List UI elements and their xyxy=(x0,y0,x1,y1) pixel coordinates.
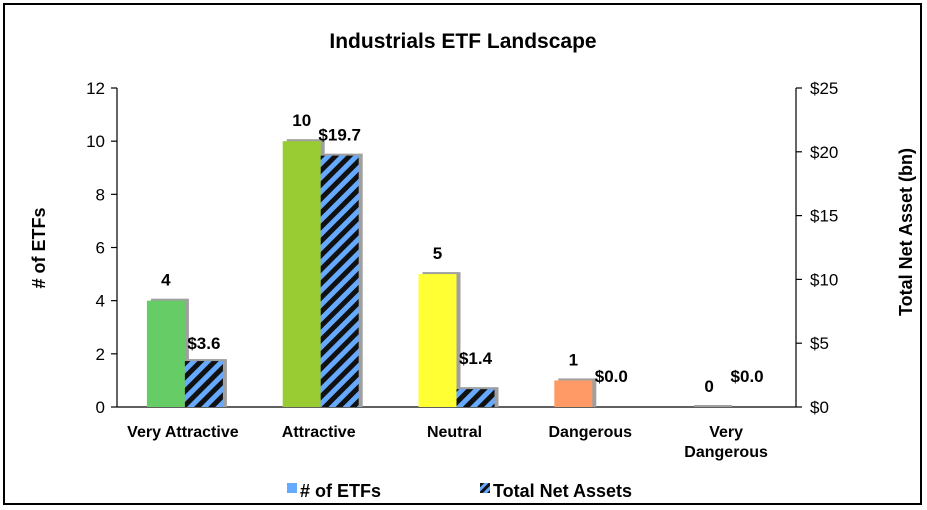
y-tick-label: 4 xyxy=(96,292,105,311)
bar-etf-count xyxy=(146,300,185,407)
y2-tick-label: $25 xyxy=(810,79,838,98)
bar-net-assets xyxy=(184,361,223,407)
bars-group: 4 $3.6 10 $19.7 5 $1.4 1 $0.0 0 $0.0 xyxy=(146,111,764,407)
y-axis-title: # of ETFs xyxy=(29,207,49,288)
y-tick-label: 0 xyxy=(96,398,105,417)
y-tick-label: 8 xyxy=(96,185,105,204)
category-label: Neutral xyxy=(427,424,482,441)
legend: # of ETFs Total Net Assets xyxy=(287,481,632,501)
data-label-net-assets: $19.7 xyxy=(318,126,361,145)
data-label-etf-count: 5 xyxy=(433,244,442,263)
legend-swatch-etfs xyxy=(287,483,297,493)
category-label: Attractive xyxy=(282,424,356,441)
chart-frame xyxy=(3,3,922,505)
bar-shadow xyxy=(694,405,733,407)
bar-net-assets xyxy=(456,389,495,407)
y-tick-label: 6 xyxy=(96,239,105,258)
data-label-net-assets: $3.6 xyxy=(187,334,220,353)
category-label: Very Attractive xyxy=(127,424,239,441)
bar-etf-count xyxy=(418,274,457,407)
y2-tick-label: $15 xyxy=(810,207,838,226)
bar-etf-count xyxy=(554,380,593,407)
bar-etf-count xyxy=(282,141,321,407)
legend-label-assets: Total Net Assets xyxy=(493,481,632,501)
chart-title: Industrials ETF Landscape xyxy=(329,30,596,53)
y2-tick-label: $5 xyxy=(810,334,829,353)
y-tick-label: 10 xyxy=(86,132,105,151)
category-label: Dangerous xyxy=(549,424,633,441)
y-tick-label: 12 xyxy=(86,79,105,98)
bar-net-assets xyxy=(320,155,359,407)
y2-axis-title: Total Net Asset (bn) xyxy=(896,148,916,316)
legend-swatch-assets xyxy=(480,483,490,493)
legend-label-etfs: # of ETFs xyxy=(300,481,381,501)
y2-tick-label: $20 xyxy=(810,143,838,162)
data-label-net-assets: $0.0 xyxy=(595,367,628,386)
category-label: Dangerous xyxy=(684,444,768,461)
category-label: Very xyxy=(709,424,743,441)
data-label-etf-count: 10 xyxy=(292,111,311,130)
data-label-etf-count: 0 xyxy=(704,377,713,396)
y2-tick-label: $0 xyxy=(810,398,829,417)
y-axis-ticks: 0 2 4 6 8 10 12 xyxy=(86,79,117,417)
data-label-etf-count: 4 xyxy=(161,271,171,290)
y2-axis-ticks: $0 $5 $10 $15 $20 $25 xyxy=(796,79,838,417)
category-labels: Very Attractive Attractive Neutral Dangerou… xyxy=(127,424,768,461)
y-tick-label: 2 xyxy=(96,345,105,364)
y2-tick-label: $10 xyxy=(810,270,838,289)
data-label-etf-count: 1 xyxy=(569,350,578,369)
data-label-net-assets: $1.4 xyxy=(459,349,493,368)
data-label-net-assets: $0.0 xyxy=(731,367,764,386)
